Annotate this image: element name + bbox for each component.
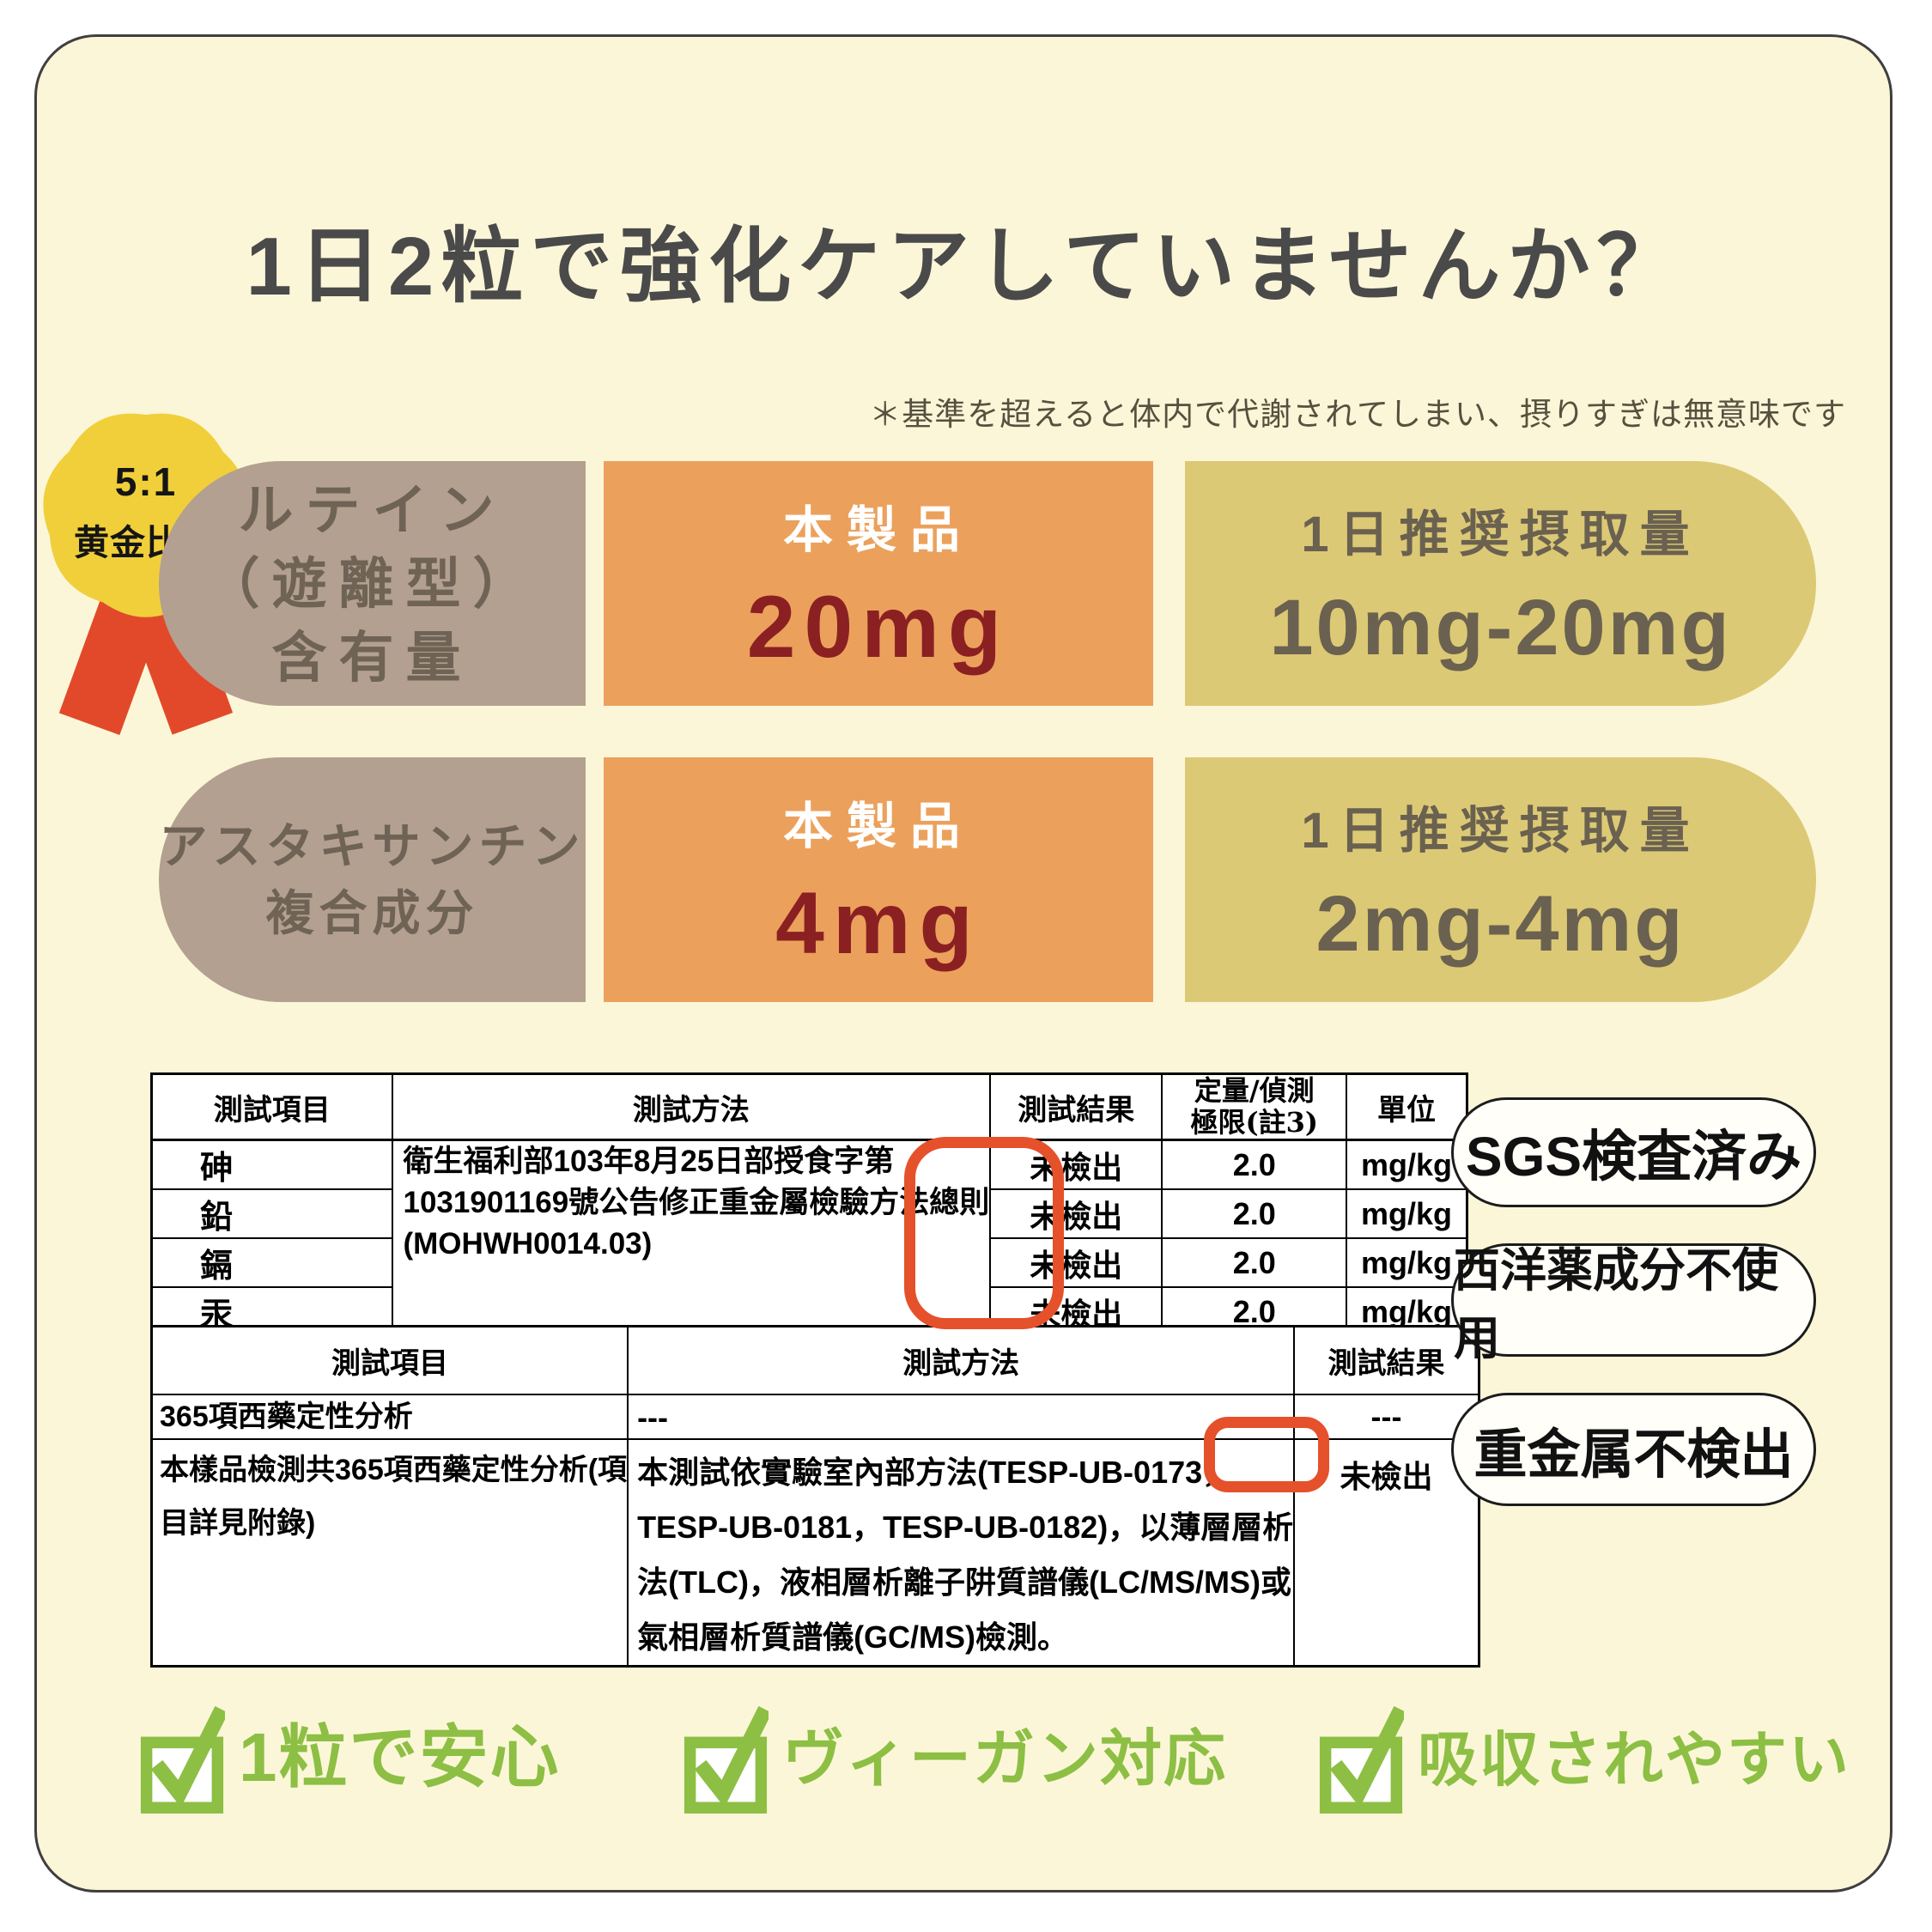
certification-pill-no-western-drug: 西洋薬成分不使用 xyxy=(1451,1243,1816,1364)
col-header-result: 測試結果 xyxy=(989,1072,1163,1141)
drug-test-result: --- xyxy=(1293,1393,1480,1440)
lutein-label-line: ルテイン xyxy=(238,478,507,541)
feature-label: 吸収されやすい xyxy=(1418,1726,1850,1793)
metal-name: 鎘 xyxy=(150,1237,393,1288)
daily-intake-value: 2mg-4mg xyxy=(1315,880,1686,968)
feature-item-safe: 1粒で安心 xyxy=(139,1702,561,1814)
heavy-metals-table: 測試項目 測試方法 測試結果 定量/偵測 極限(註3) 單位 砷 衛生福利部10… xyxy=(150,1072,1468,1338)
lutein-product-box: 本製品 20mg xyxy=(604,461,1153,706)
product-value: 20mg xyxy=(746,578,1011,676)
col-header-method: 測試方法 xyxy=(627,1325,1296,1395)
col-header-unit: 單位 xyxy=(1346,1072,1468,1141)
certification-pill-no-heavy-metal: 重金属不検出 xyxy=(1451,1393,1816,1506)
col-header-result: 測試結果 xyxy=(1293,1325,1480,1395)
unit: mg/kg xyxy=(1346,1237,1468,1288)
feature-item-absorb: 吸収されやすい xyxy=(1318,1702,1850,1814)
daily-intake-label: 1日推奨摂取量 xyxy=(1301,507,1700,562)
unit: mg/kg xyxy=(1346,1188,1468,1239)
page-title: 1日2粒で強化ケアしていませんか？ xyxy=(246,221,1686,313)
certification-label: SGS検査済み xyxy=(1465,1126,1802,1188)
certification-label: 西洋薬成分不使用 xyxy=(1454,1245,1778,1364)
test-result: 未檢出 xyxy=(989,1188,1163,1239)
badge-ratio: 5:1 xyxy=(114,459,178,504)
astaxanthin-product-box: 本製品 4mg xyxy=(604,757,1153,1002)
feature-label: ヴィーガン対応 xyxy=(782,1725,1228,1794)
item-line: 目詳見附錄) xyxy=(160,1506,316,1540)
limit-header-line: 極限(註3) xyxy=(1190,1106,1319,1139)
certification-pill-sgs: SGS検査済み xyxy=(1451,1097,1816,1207)
test-result: 未檢出 xyxy=(989,1237,1163,1288)
metal-name: 砷 xyxy=(150,1139,393,1190)
test-method-cell: 衛生福利部103年8月25日部授食字第 1031901169號公告修正重金屬檢驗… xyxy=(391,1139,992,1338)
lutein-daily-box: 1日推奨摂取量 10mg-20mg xyxy=(1185,461,1816,706)
checkbox-check-icon xyxy=(683,1706,769,1814)
col-header-method: 測試方法 xyxy=(391,1072,992,1141)
detection-limit: 2.0 xyxy=(1161,1237,1348,1288)
astaxanthin-label-line: アスタキサンチン xyxy=(159,818,586,873)
product-value: 4mg xyxy=(775,874,981,972)
limit-header-line: 定量/偵測 xyxy=(1194,1074,1315,1107)
lutein-label-line: 含有量 xyxy=(271,626,473,689)
method-line: (MOHWH0014.03) xyxy=(403,1227,653,1261)
unit: mg/kg xyxy=(1346,1139,1468,1190)
metal-name: 鉛 xyxy=(150,1188,393,1239)
disclaimer-note: ＊基準を超えると体内で代謝されてしまい、摂りすぎは無意味です xyxy=(869,397,1846,432)
drug-test-item: 本樣品檢測共365項西藥定性分析(項 目詳見附錄) xyxy=(150,1437,629,1667)
astaxanthin-daily-box: 1日推奨摂取量 2mg-4mg xyxy=(1185,757,1816,1002)
method-line: 本測試依實驗室內部方法(TESP-UB-0173， xyxy=(637,1454,1234,1490)
method-line: TESP-UB-0181，TESP-UB-0182)，以薄層層析 xyxy=(637,1509,1294,1545)
drug-test-item: 365項西藥定性分析 xyxy=(150,1393,629,1440)
lutein-label-box: ルテイン （遊離型） 含有量 xyxy=(159,461,586,706)
feature-item-vegan: ヴィーガン対応 xyxy=(683,1702,1227,1814)
item-line: 本樣品檢測共365項西藥定性分析(項 xyxy=(160,1453,628,1486)
product-label: 本製品 xyxy=(782,799,974,854)
col-header-item: 測試項目 xyxy=(150,1072,393,1141)
astaxanthin-label-box: アスタキサンチン 複合成分 xyxy=(159,757,586,1002)
checkbox-check-icon xyxy=(1319,1706,1404,1814)
feature-label: 1粒で安心 xyxy=(239,1719,561,1795)
product-label: 本製品 xyxy=(782,502,974,558)
daily-intake-label: 1日推奨摂取量 xyxy=(1301,803,1700,859)
certification-label: 重金属不検出 xyxy=(1473,1425,1794,1485)
method-line: 法(TLC)，液相層析離子阱質譜儀(LC/MS/MS)或 xyxy=(637,1564,1291,1600)
col-header-item: 測試項目 xyxy=(150,1325,629,1395)
drug-test-result: 未檢出 xyxy=(1293,1437,1480,1667)
drug-test-table: 測試項目 測試方法 測試結果 365項西藥定性分析 --- --- 本樣品檢測共… xyxy=(150,1325,1480,1668)
drug-test-method: 本測試依實驗室內部方法(TESP-UB-0173， TESP-UB-0181，T… xyxy=(627,1437,1296,1667)
method-line: 氣相層析質譜儀(GC/MS)檢測。 xyxy=(637,1619,1069,1655)
astaxanthin-label-line: 複合成分 xyxy=(265,885,479,940)
detection-limit: 2.0 xyxy=(1161,1139,1348,1190)
test-result: 未檢出 xyxy=(989,1139,1163,1190)
drug-test-method: --- xyxy=(627,1393,1296,1440)
daily-intake-value: 10mg-20mg xyxy=(1269,584,1732,671)
col-header-limit: 定量/偵測 極限(註3) xyxy=(1161,1072,1348,1141)
checkbox-check-icon xyxy=(140,1706,225,1814)
method-line: 1031901169號公告修正重金屬檢驗方法總則 xyxy=(403,1186,990,1219)
detection-limit: 2.0 xyxy=(1161,1188,1348,1239)
lutein-label-line: （遊離型） xyxy=(204,552,540,615)
ribbon-right xyxy=(124,579,234,735)
method-line: 衛生福利部103年8月25日部授食字第 xyxy=(403,1145,895,1178)
